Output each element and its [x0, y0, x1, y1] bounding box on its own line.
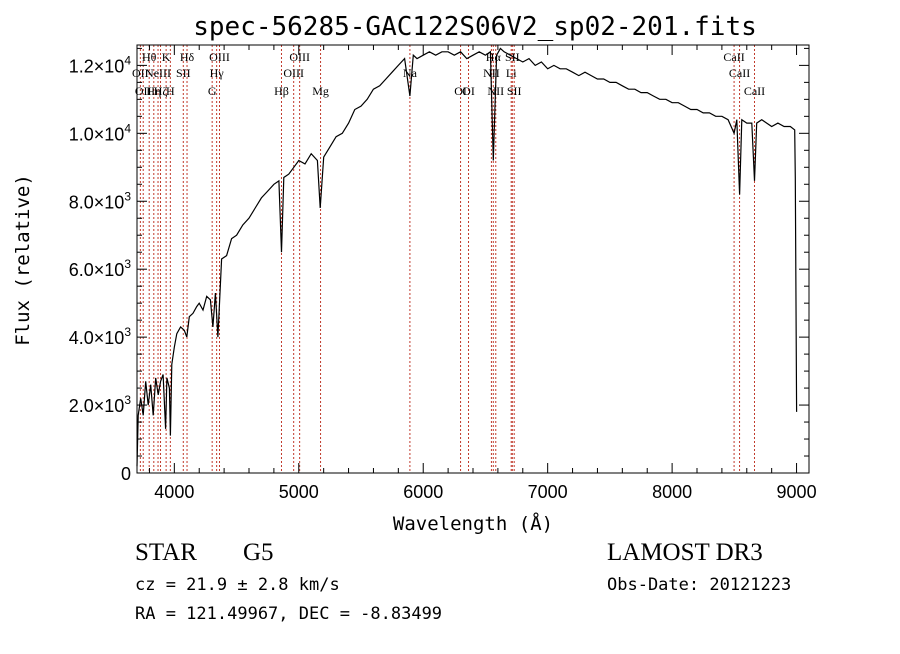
line-label-hζ: Hζ	[154, 84, 168, 98]
y-tick-label: 0	[121, 464, 131, 484]
spectral-line-markers	[139, 45, 755, 473]
coordinates-readout: RA = 121.49967, DEC = -8.83499	[135, 604, 442, 624]
line-label-hα: Hα	[486, 50, 502, 64]
line-label-hγ: Hγ	[210, 66, 225, 80]
y-tick-label: 1.2×104	[69, 53, 132, 76]
redshift-readout: cz = 21.9 ± 2.8 km/s	[135, 575, 340, 595]
line-label-na: Na	[403, 66, 418, 80]
x-axis-label: Wavelength (Å)	[393, 512, 553, 535]
line-label-hη: Hη	[146, 84, 161, 98]
chart-title: spec-56285-GAC122S06V2_sp02-201.fits	[193, 12, 757, 42]
x-tick-label: 5000	[279, 482, 319, 502]
y-tick-label: 1.0×104	[69, 121, 132, 144]
plot-frame	[136, 44, 810, 474]
object-class: STAR	[135, 539, 197, 566]
x-tick-label: 4000	[154, 482, 194, 502]
object-subclass: G5	[243, 539, 274, 566]
line-label-hβ: Hβ	[274, 84, 289, 98]
line-label-sii: SII	[176, 66, 191, 80]
x-tick-label: 9000	[777, 482, 817, 502]
line-label-h: H	[166, 84, 175, 98]
line-label-hθ: Hθ	[142, 50, 157, 64]
survey-name: LAMOST DR3	[607, 539, 763, 566]
y-tick-label: 4.0×103	[69, 325, 132, 348]
y-tick-label: 2.0×103	[69, 393, 132, 416]
line-label-g: G	[208, 84, 217, 98]
line-label-oiii: OIII	[289, 50, 310, 64]
observation-date: Obs-Date: 20121223	[607, 575, 791, 595]
spectrum-series-line	[136, 47, 798, 467]
x-tick-label: 6000	[403, 482, 443, 502]
line-label-oi: OI	[462, 84, 475, 98]
line-label-hδ: Hδ	[180, 50, 195, 64]
line-label-caii: CaII	[744, 84, 765, 98]
line-label-sii: SII	[507, 84, 522, 98]
line-label-k: K	[162, 50, 171, 64]
y-tick-label: 6.0×103	[69, 257, 132, 280]
line-label-sii: SII	[505, 50, 520, 64]
line-label-neiii: NeIII	[145, 66, 171, 80]
line-label-oi: OI	[454, 84, 467, 98]
y-axis-label: Flux (relative)	[12, 174, 34, 346]
line-label-li: Li	[506, 66, 517, 80]
spectral-line-labels: OIIOIIHθHηNeIIIHζKHSIIHδGHγOIIIHβOIIIOII…	[132, 50, 765, 98]
line-label-caii: CaII	[729, 66, 750, 80]
y-tick-label: 8.0×103	[69, 189, 132, 212]
x-tick-label: 7000	[528, 482, 568, 502]
line-label-oiii: OIII	[209, 50, 230, 64]
y-axis-ticks: 0 2.0×103 4.0×103 6.0×103 8.0×103 1.0×104 1.2×…	[69, 47, 809, 484]
line-label-mg: Mg	[312, 84, 329, 98]
line-label-oiii: OIII	[283, 66, 304, 80]
line-label-oii: OII	[132, 66, 149, 80]
line-label-oii: OII	[135, 84, 152, 98]
x-tick-label: 8000	[652, 482, 692, 502]
x-axis-ticks: 4000 5000 6000 7000 8000 9000	[148, 45, 817, 502]
line-label-caii: CaII	[723, 50, 744, 64]
